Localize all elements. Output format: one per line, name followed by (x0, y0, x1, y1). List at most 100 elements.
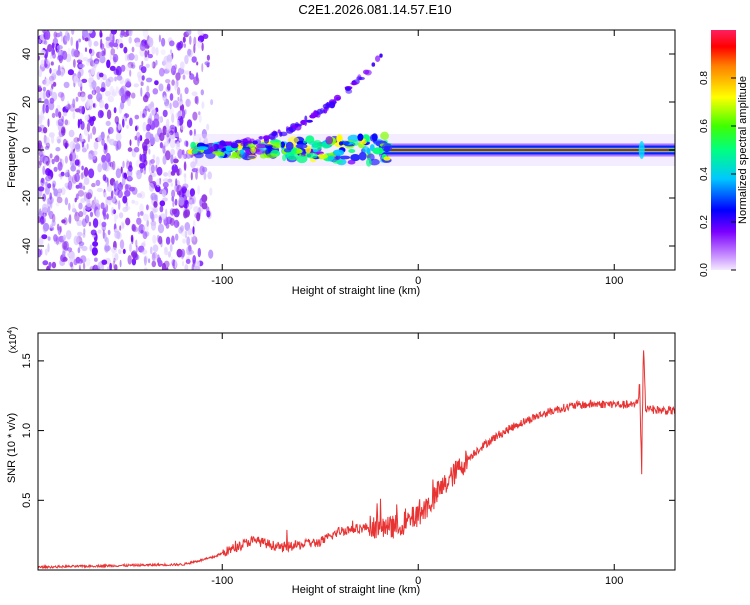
spectrogram-noise-speckle (164, 249, 169, 256)
spectrogram-noise-speckle (77, 231, 83, 237)
spectrogram-noise-speckle (131, 251, 136, 257)
spectrogram-noise-speckle (42, 90, 46, 100)
spectrogram-noise-speckle (144, 267, 148, 270)
spectrogram-noise-speckle (113, 257, 116, 263)
spectrogram-noise-speckle (163, 260, 170, 268)
snr-panel: -100 0 100 0.5 1.0 1.5 Height of straight lin… (6, 327, 676, 596)
spectrogram-noise-speckle (45, 105, 49, 114)
spectrogram-noise-speckle (192, 259, 196, 268)
spectrogram-noise-speckle (153, 213, 158, 219)
spectrogram-noise-speckle (149, 159, 152, 166)
spectrogram-noise-speckle (199, 137, 202, 143)
spectrogram-noise-speckle (56, 69, 62, 76)
spectrogram-noise-speckle (206, 54, 210, 61)
spectrogram-noise-speckle (154, 133, 161, 143)
x-tick-label: 100 (605, 275, 623, 287)
spectrogram-noise-speckle (206, 62, 210, 68)
spectrogram-noise-speckle (140, 229, 144, 235)
spectrogram-noise-speckle (171, 113, 175, 124)
spectrogram-noise-speckle (107, 95, 115, 103)
spectrogram-noise-speckle (140, 66, 147, 74)
spectrogram-noise-speckle (97, 229, 102, 234)
spectrogram-noise-speckle (138, 224, 145, 234)
spectrogram-noise-speckle (109, 51, 112, 61)
spectrogram-noise-speckle (177, 119, 180, 127)
spectrogram-harmonic-blob (310, 112, 316, 119)
spectrogram-noise-speckle (87, 98, 94, 107)
spectrogram-noise-speckle (109, 138, 115, 146)
spectrogram-onset-blob (303, 139, 308, 144)
spectrogram-noise-speckle (42, 193, 46, 202)
spectrogram-noise-speckle (106, 59, 111, 69)
spectrogram-noise-speckle (89, 49, 95, 57)
spectrogram-noise-speckle (45, 181, 48, 187)
spectrogram-onset-blob (215, 151, 225, 157)
spectrogram-noise-speckle (81, 165, 84, 171)
spectrogram-noise-speckle (72, 203, 75, 213)
colorbar: 0.0 0.2 0.4 0.6 0.8 Normalized spectral ampl… (699, 30, 749, 277)
spectrogram-noise-speckle (84, 114, 90, 121)
spectrogram-noise-speckle (41, 234, 48, 240)
spectrogram-noise-speckle (43, 222, 50, 232)
spectrogram-noise-speckle (77, 190, 85, 197)
spectrogram-noise-speckle (206, 123, 210, 131)
spectrogram-noise-speckle (116, 43, 119, 50)
spectrogram-noise-speckle (166, 118, 170, 129)
snr-scale-label: (x104) (7, 327, 19, 354)
spectrogram-noise-speckle (134, 54, 139, 62)
spectrogram-noise-speckle (147, 118, 152, 126)
spectrogram-noise-speckle (151, 260, 157, 268)
spectrogram-noise-speckle (141, 113, 145, 119)
spectrogram-onset-blob (336, 134, 343, 143)
spectrogram-noise-speckle (158, 116, 163, 123)
spectrogram-noise-speckle (155, 59, 158, 66)
spectrogram-noise-speckle (117, 123, 122, 131)
spectrogram-noise-speckle (105, 78, 111, 87)
spectrogram-noise-speckle (72, 111, 76, 120)
spectrogram-noise-speckle (155, 156, 160, 166)
spectrogram-noise-speckle (52, 37, 59, 46)
spectrogram-noise-speckle (131, 199, 135, 204)
spectrogram-noise-speckle (122, 118, 125, 128)
spectrogram-noise-speckle (133, 83, 139, 88)
spectrogram-harmonic-blob (329, 101, 336, 109)
spectrogram-noise-speckle (135, 245, 138, 253)
spectrogram-noise-speckle (141, 75, 145, 81)
spectrogram-noise-speckle (102, 161, 108, 171)
spectrogram-noise-speckle (171, 235, 175, 245)
colorbar-tick-label: 0.8 (699, 71, 710, 85)
spectrogram-noise-speckle (72, 208, 77, 213)
spectrogram-noise-speckle (83, 228, 86, 235)
spectrogram-noise-speckle (73, 75, 79, 84)
spectrogram-noise-speckle (66, 247, 73, 252)
spectrogram-noise-speckle (151, 46, 156, 55)
spectrogram-noise-speckle (167, 170, 172, 178)
spectrogram-harmonic-blob (358, 76, 365, 81)
spectrogram-noise-speckle (52, 183, 55, 191)
spectrogram-noise-speckle (107, 229, 111, 236)
spectrogram-noise-speckle (162, 145, 166, 154)
spectrogram-harmonic-blob (225, 142, 232, 146)
spectrogram-noise-speckle (57, 161, 63, 171)
spectrogram-noise-speckle (122, 172, 126, 179)
spectrogram-noise-speckle (46, 137, 50, 145)
spectrogram-noise-speckle (210, 99, 214, 106)
spectrogram-noise-speckle (67, 103, 71, 110)
spectrogram-noise-speckle (130, 234, 134, 243)
spectrogram-noise-speckle (90, 55, 93, 65)
spectrogram-noise-speckle (86, 122, 91, 132)
spectrogram-noise-speckle (188, 244, 192, 252)
spectrogram-noise-speckle (174, 259, 177, 269)
spectrogram-noise-speckle (127, 165, 133, 172)
spectrogram-noise-speckle (173, 219, 180, 228)
spectrogram-noise-speckle (138, 245, 145, 253)
spectrogram-noise-speckle (97, 109, 104, 119)
spectrogram-noise-speckle (84, 47, 88, 52)
spectrogram-noise-speckle (90, 132, 93, 140)
spectrogram-onset-blob (266, 153, 278, 159)
spectrogram-noise-speckle (153, 113, 160, 122)
spectrogram-noise-speckle (152, 234, 157, 244)
spectrogram-noise-speckle (171, 164, 178, 173)
spectrogram-noise-speckle (179, 168, 183, 176)
spectrogram-noise-speckle (115, 65, 122, 76)
